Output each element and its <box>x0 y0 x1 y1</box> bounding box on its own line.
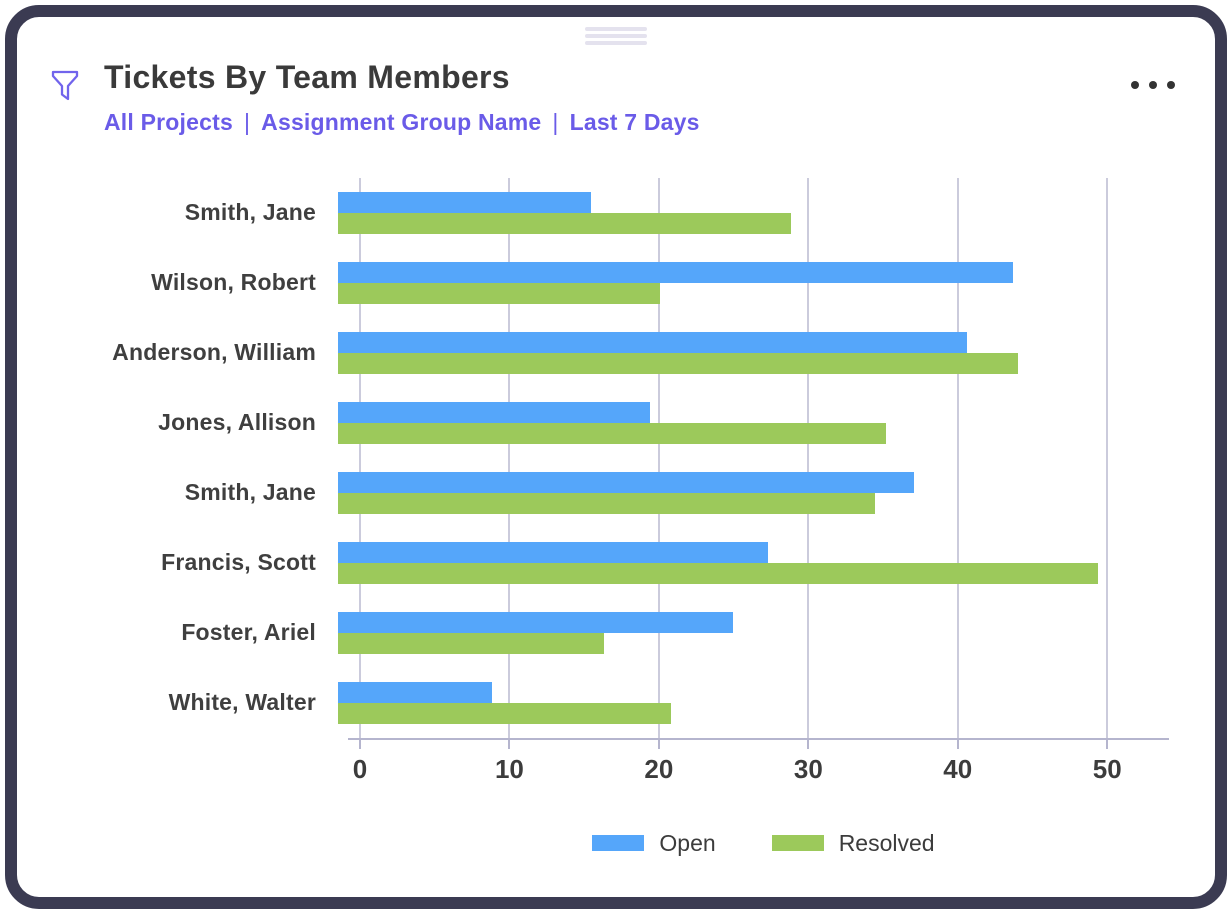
bar-group <box>338 611 1167 654</box>
filter-link-all-projects[interactable]: All Projects <box>104 108 233 135</box>
filter-separator: | <box>243 108 251 135</box>
gridline <box>657 177 660 738</box>
axis-tick-label: 0 <box>352 753 368 784</box>
bar-group <box>338 541 1167 584</box>
resolved-bar[interactable] <box>338 212 791 234</box>
category-row: Smith, Jane <box>17 178 1215 248</box>
open-bar[interactable] <box>338 681 492 703</box>
gridline <box>1106 177 1109 738</box>
gridline <box>956 177 959 738</box>
axis-tick-label: 40 <box>943 753 973 784</box>
axis-tick <box>657 739 660 749</box>
open-bar[interactable] <box>338 541 768 563</box>
resolved-bar[interactable] <box>338 352 1019 374</box>
resolved-bar[interactable] <box>338 632 604 654</box>
category-row: Foster, Ariel <box>17 598 1215 668</box>
open-bar[interactable] <box>338 331 968 353</box>
drag-handle-line <box>585 27 647 31</box>
gridline <box>807 177 810 738</box>
axis-tick-label: 50 <box>1092 753 1122 784</box>
open-bar[interactable] <box>338 611 733 633</box>
axis-tick <box>359 739 361 749</box>
legend-item-open[interactable]: Open <box>592 829 716 857</box>
filter-link-last-7-days[interactable]: Last 7 Days <box>569 108 700 135</box>
x-axis: 0 10 20 30 40 50 <box>17 737 1215 786</box>
axis-tick-label: 30 <box>793 753 823 784</box>
resolved-bar[interactable] <box>338 422 887 444</box>
axis-tick <box>956 739 959 749</box>
category-row: Wilson, Robert <box>17 248 1215 318</box>
bar-chart: Smith, Jane Wilson, Robert Anderson, Willi… <box>17 177 1215 857</box>
bar-group <box>338 401 1167 444</box>
drag-handle-line <box>585 34 647 38</box>
category-row: Francis, Scott <box>17 528 1215 598</box>
chart-plot-area: Smith, Jane Wilson, Robert Anderson, Willi… <box>17 177 1215 738</box>
drag-handle-line <box>585 41 647 45</box>
axis-tick <box>1106 739 1109 749</box>
axis-tick-label: 10 <box>494 753 524 784</box>
bar-group <box>338 471 1167 514</box>
category-label: Anderson, William <box>112 339 316 366</box>
category-label: Jones, Allison <box>158 409 316 436</box>
resolved-bar[interactable] <box>338 702 672 724</box>
category-label: Wilson, Robert <box>151 269 316 296</box>
open-bar[interactable] <box>338 401 650 423</box>
bar-group <box>338 331 1167 374</box>
filter-link-assignment-group-name[interactable]: Assignment Group Name <box>261 108 542 135</box>
legend-swatch-open <box>592 835 645 852</box>
resolved-bar[interactable] <box>338 282 661 304</box>
widget-card: Tickets By Team Members All Projects | Ass… <box>5 5 1227 909</box>
open-bar[interactable] <box>338 191 592 213</box>
legend-label: Open <box>659 829 716 856</box>
filter-separator: | <box>552 108 559 135</box>
axis-spacer <box>17 738 338 786</box>
category-row: Jones, Allison <box>17 388 1215 458</box>
category-row: Anderson, William <box>17 318 1215 388</box>
x-axis-strip: 0 10 20 30 40 50 <box>348 737 1169 786</box>
bar-group <box>338 191 1167 234</box>
legend-swatch-resolved <box>771 835 824 852</box>
legend-item-resolved[interactable]: Resolved <box>771 829 935 857</box>
open-bar[interactable] <box>338 261 1014 283</box>
category-label: Smith, Jane <box>184 199 316 226</box>
x-axis-line <box>348 737 1169 740</box>
open-bar[interactable] <box>338 471 914 493</box>
dot-icon <box>1167 81 1175 89</box>
bar-group <box>338 681 1167 724</box>
gridline <box>508 177 511 738</box>
legend-label: Resolved <box>838 829 935 856</box>
resolved-bar[interactable] <box>338 492 876 514</box>
filter-icon[interactable] <box>50 69 80 108</box>
dot-icon <box>1149 81 1157 89</box>
more-menu-button[interactable] <box>1131 61 1175 89</box>
bar-group <box>338 261 1167 304</box>
gridline <box>359 177 361 738</box>
category-label: Francis, Scott <box>161 549 316 576</box>
chart-legend: Open Resolved <box>360 830 1167 857</box>
widget-title: Tickets By Team Members <box>104 59 510 95</box>
widget-header: Tickets By Team Members All Projects | Ass… <box>17 45 1215 136</box>
dot-icon <box>1131 81 1139 89</box>
axis-tick <box>807 739 810 749</box>
category-row: Smith, Jane <box>17 458 1215 528</box>
category-label: Smith, Jane <box>184 479 316 506</box>
resolved-bar[interactable] <box>338 562 1098 584</box>
axis-tick <box>508 739 511 749</box>
gridline-layer <box>359 177 1167 738</box>
drag-handle[interactable] <box>585 27 647 45</box>
filter-breadcrumb: All Projects | Assignment Group Name | Last … <box>104 109 700 136</box>
category-row: White, Walter <box>17 668 1215 738</box>
axis-tick-label: 20 <box>644 753 674 784</box>
category-label: Foster, Ariel <box>181 619 316 646</box>
category-label: White, Walter <box>168 689 316 716</box>
